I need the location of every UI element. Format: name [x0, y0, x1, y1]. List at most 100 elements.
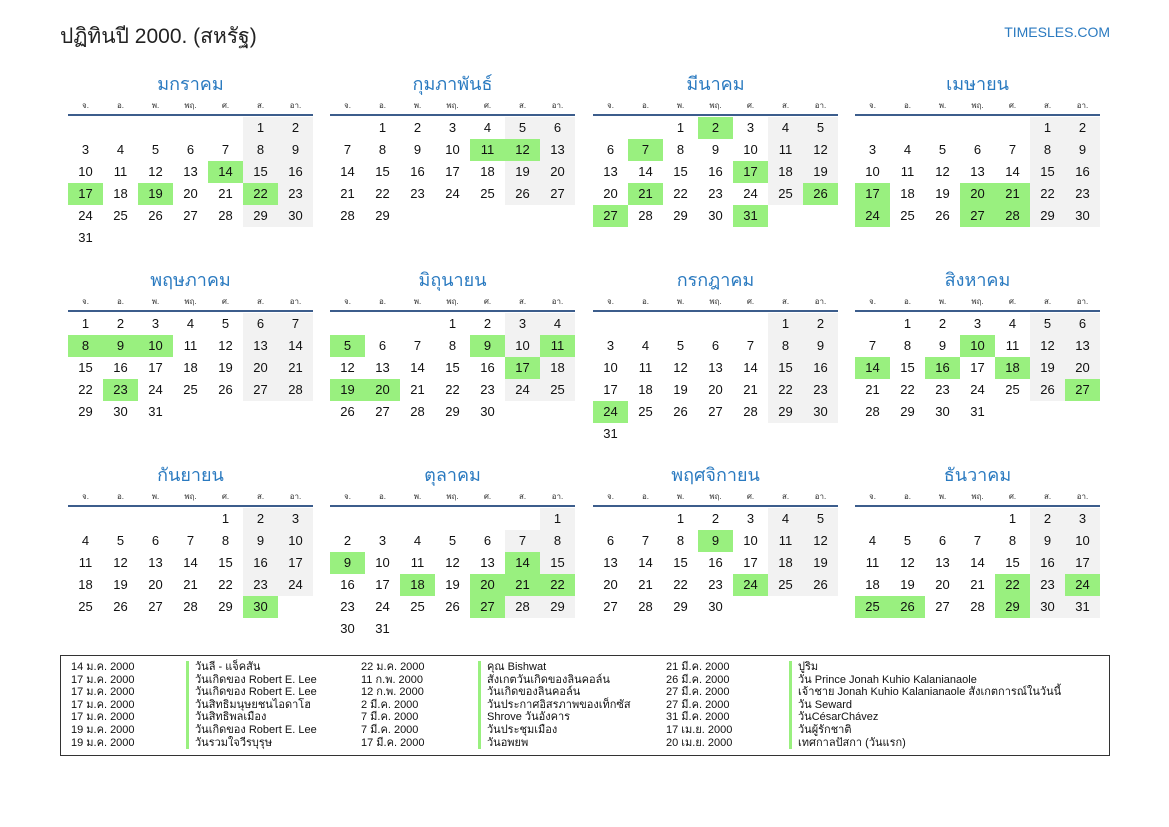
day[interactable]: 13	[935, 555, 950, 570]
day[interactable]: 29	[445, 404, 460, 419]
day[interactable]: 23	[803, 379, 838, 401]
day[interactable]: 23	[708, 577, 723, 592]
day[interactable]: 3	[746, 511, 755, 526]
day[interactable]: 10	[1065, 530, 1100, 552]
day[interactable]: 28	[743, 404, 758, 419]
day[interactable]: 12	[1030, 335, 1065, 357]
day[interactable]: 27	[243, 379, 278, 401]
day[interactable]: 1	[221, 511, 230, 526]
holiday-day[interactable]: 17	[68, 183, 103, 205]
day[interactable]: 7	[278, 313, 313, 335]
day[interactable]: 26	[505, 183, 540, 205]
day[interactable]: 11	[865, 555, 880, 570]
day[interactable]: 28	[638, 599, 653, 614]
day[interactable]: 19	[803, 552, 838, 574]
day[interactable]: 3	[151, 316, 160, 331]
day[interactable]: 3	[81, 142, 90, 157]
day[interactable]: 25	[183, 382, 198, 397]
day[interactable]: 7	[641, 533, 650, 548]
day[interactable]: 8	[1030, 139, 1065, 161]
day[interactable]: 5	[221, 316, 230, 331]
day[interactable]: 23	[1065, 183, 1100, 205]
day[interactable]: 4	[641, 338, 650, 353]
day[interactable]: 18	[900, 186, 915, 201]
day[interactable]: 6	[938, 533, 947, 548]
day[interactable]: 28	[218, 208, 233, 223]
day[interactable]: 7	[221, 142, 230, 157]
day[interactable]: 17	[445, 164, 460, 179]
holiday-day[interactable]: 22	[540, 574, 575, 596]
day[interactable]: 21	[278, 357, 313, 379]
holiday-day[interactable]: 19	[138, 183, 173, 205]
day[interactable]: 30	[803, 401, 838, 423]
day[interactable]: 1	[81, 316, 90, 331]
holiday-day[interactable]: 17	[505, 357, 540, 379]
holiday-day[interactable]: 9	[330, 552, 365, 574]
day[interactable]: 20	[540, 161, 575, 183]
day[interactable]: 13	[970, 164, 985, 179]
day[interactable]: 31	[1065, 596, 1100, 618]
day[interactable]: 28	[340, 208, 355, 223]
day[interactable]: 26	[340, 404, 355, 419]
day[interactable]: 12	[803, 139, 838, 161]
day[interactable]: 6	[606, 533, 615, 548]
day[interactable]: 19	[900, 577, 915, 592]
day[interactable]: 1	[243, 117, 278, 139]
holiday-day[interactable]: 14	[505, 552, 540, 574]
day[interactable]: 25	[113, 208, 128, 223]
day[interactable]: 4	[768, 508, 803, 530]
day[interactable]: 18	[638, 382, 653, 397]
day[interactable]: 8	[243, 139, 278, 161]
day[interactable]: 19	[1030, 357, 1065, 379]
day[interactable]: 10	[743, 142, 758, 157]
day[interactable]: 28	[278, 379, 313, 401]
day[interactable]: 16	[1030, 552, 1065, 574]
day[interactable]: 17	[603, 382, 618, 397]
day[interactable]: 27	[148, 599, 163, 614]
day[interactable]: 23	[480, 382, 495, 397]
day[interactable]: 1	[676, 511, 685, 526]
day[interactable]: 6	[540, 117, 575, 139]
day[interactable]: 8	[676, 142, 685, 157]
day[interactable]: 13	[540, 139, 575, 161]
holiday-day[interactable]: 27	[593, 205, 628, 227]
day[interactable]: 5	[1030, 313, 1065, 335]
day[interactable]: 2	[116, 316, 125, 331]
holiday-day[interactable]: 9	[103, 335, 138, 357]
day[interactable]: 10	[375, 555, 390, 570]
day[interactable]: 29	[78, 404, 93, 419]
day[interactable]: 31	[375, 621, 390, 636]
day[interactable]: 16	[708, 164, 723, 179]
day[interactable]: 16	[708, 555, 723, 570]
day[interactable]: 25	[900, 208, 915, 223]
day[interactable]: 11	[638, 360, 653, 375]
day[interactable]: 23	[708, 186, 723, 201]
holiday-day[interactable]: 20	[470, 574, 505, 596]
day[interactable]: 5	[803, 117, 838, 139]
day[interactable]: 15	[78, 360, 93, 375]
day[interactable]: 7	[343, 142, 352, 157]
day[interactable]: 31	[148, 404, 163, 419]
holiday-day[interactable]: 2	[698, 117, 733, 139]
holiday-day[interactable]: 14	[208, 161, 243, 183]
day[interactable]: 13	[243, 335, 278, 357]
day[interactable]: 29	[243, 205, 278, 227]
holiday-day[interactable]: 24	[1065, 574, 1100, 596]
day[interactable]: 6	[1065, 313, 1100, 335]
day[interactable]: 3	[868, 142, 877, 157]
day[interactable]: 26	[148, 208, 163, 223]
day[interactable]: 19	[218, 360, 233, 375]
day[interactable]: 5	[151, 142, 160, 157]
day[interactable]: 24	[505, 379, 540, 401]
day[interactable]: 4	[768, 117, 803, 139]
day[interactable]: 29	[375, 208, 390, 223]
day[interactable]: 31	[603, 426, 618, 441]
day[interactable]: 4	[540, 313, 575, 335]
day[interactable]: 22	[375, 186, 390, 201]
day[interactable]: 3	[448, 120, 457, 135]
day[interactable]: 4	[186, 316, 195, 331]
day[interactable]: 28	[970, 599, 985, 614]
holiday-day[interactable]: 20	[960, 183, 995, 205]
holiday-day[interactable]: 21	[628, 183, 663, 205]
day[interactable]: 1	[1030, 117, 1065, 139]
